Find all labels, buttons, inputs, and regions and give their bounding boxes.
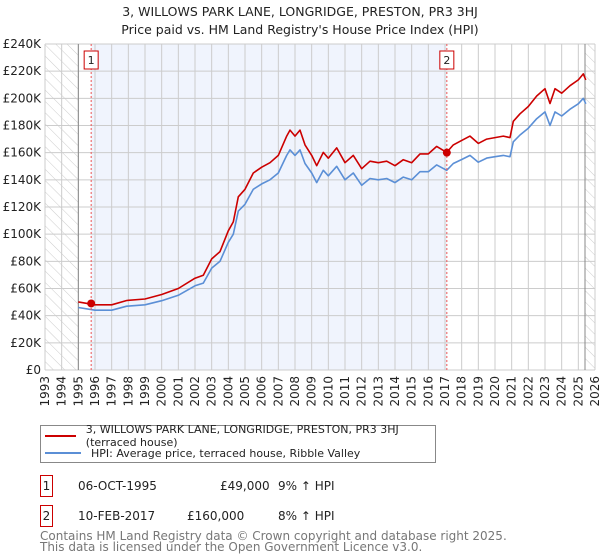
x-tick-label: 1995: [71, 376, 85, 407]
x-tick-label: 2000: [155, 376, 169, 407]
y-tick-label: £220K: [3, 64, 43, 78]
x-tick-label: 2024: [555, 376, 569, 407]
x-tick-label: 2017: [438, 376, 452, 407]
legend: 3, WILLOWS PARK LANE, LONGRIDGE, PRESTON…: [40, 423, 436, 463]
sale-date: 06-OCT-1995: [78, 479, 157, 493]
sale-price: £49,000: [220, 479, 270, 493]
x-tick-label: 2002: [188, 376, 202, 407]
x-tick-label: 1999: [138, 376, 152, 407]
sale-marker-badge: 2: [40, 505, 53, 527]
x-tick-label: 2012: [355, 376, 369, 407]
y-tick-label: £240K: [3, 37, 43, 51]
x-tick-label: 2018: [455, 376, 469, 407]
y-tick-label: £100K: [3, 227, 43, 241]
y-tick-label: £160K: [3, 146, 43, 160]
y-tick-label: £40K: [10, 309, 42, 323]
x-tick-label: 2026: [588, 376, 600, 407]
x-tick-label: 1996: [88, 376, 102, 407]
hpi-line: [78, 97, 587, 311]
x-tick-label: 2005: [238, 376, 252, 407]
x-tick-label: 2004: [221, 376, 235, 407]
sale-point: [87, 299, 96, 308]
footer-copyright: Contains HM Land Registry data © Crown c…: [40, 529, 507, 543]
x-tick-label: 2022: [521, 376, 535, 407]
x-tick-label: 2025: [571, 376, 585, 407]
legend-swatch-blue: [45, 452, 81, 454]
x-tick-label: 2007: [271, 376, 285, 407]
footer-licence: This data is licensed under the Open Gov…: [40, 540, 423, 554]
legend-label: HPI: Average price, terraced house, Ribb…: [91, 446, 361, 460]
sale-marker-label: 2: [443, 54, 450, 67]
sale-price: £160,000: [187, 509, 245, 523]
x-tick-label: 2021: [505, 376, 519, 407]
x-tick-label: 1997: [105, 376, 119, 407]
x-tick-label: 2020: [488, 376, 502, 407]
y-tick-label: £20K: [10, 336, 42, 350]
legend-label: 3, WILLOWS PARK LANE, LONGRIDGE, PRESTON…: [85, 423, 399, 449]
x-tick-label: 2001: [171, 376, 185, 407]
y-tick-label: £180K: [3, 119, 43, 133]
x-tick-label: 2008: [288, 376, 302, 407]
y-tick-label: £120K: [3, 200, 43, 214]
x-tick-label: 2006: [255, 376, 269, 407]
x-tick-label: 1998: [121, 376, 135, 407]
x-tick-label: 2011: [338, 376, 352, 407]
x-tick-label: 1993: [38, 376, 52, 407]
chart-title: 3, WILLOWS PARK LANE, LONGRIDGE, PRESTON…: [122, 4, 478, 19]
chart-subtitle: Price paid vs. HM Land Registry's House …: [121, 22, 478, 37]
y-tick-label: £0: [26, 363, 41, 377]
y-tick-label: £80K: [10, 254, 42, 268]
x-tick-label: 2003: [205, 376, 219, 407]
x-tick-label: 2009: [305, 376, 319, 407]
legend-swatch-red: [45, 435, 76, 437]
sale-date: 10-FEB-2017: [78, 509, 156, 523]
x-tick-label: 2016: [421, 376, 435, 407]
x-tick-label: 2023: [538, 376, 552, 407]
x-tick-label: 2015: [405, 376, 419, 407]
legend-item-property: 3, WILLOWS PARK LANE, LONGRIDGE, PRESTON…: [45, 423, 435, 449]
sale-point: [442, 148, 451, 157]
sale-marker-box: [83, 50, 99, 70]
x-tick-label: 2014: [388, 376, 402, 407]
sale-row-1: 1 06-OCT-1995 £49,000 9% ↑ HPI: [40, 475, 600, 497]
x-tick-label: 2013: [371, 376, 385, 407]
x-tick-label: 1994: [55, 376, 69, 407]
y-tick-label: £200K: [3, 91, 43, 105]
sale-row-2: 2 10-FEB-2017 £160,000 8% ↑ HPI: [40, 505, 600, 527]
legend-item-hpi: HPI: Average price, terraced house, Ribb…: [45, 445, 360, 461]
property-price-line: [78, 73, 587, 306]
sale-marker-badge: 1: [40, 475, 53, 497]
sale-marker-box: [439, 50, 455, 70]
x-tick-label: 2010: [321, 376, 335, 407]
sale-marker-label: 1: [88, 54, 95, 67]
sale-hpi-diff: 8% ↑ HPI: [278, 509, 335, 523]
x-tick-label: 2019: [471, 376, 485, 407]
y-tick-label: £140K: [3, 173, 43, 187]
y-tick-label: £60K: [10, 282, 42, 296]
sale-hpi-diff: 9% ↑ HPI: [278, 479, 335, 493]
price-chart: 3, WILLOWS PARK LANE, LONGRIDGE, PRESTON…: [3, 4, 600, 407]
